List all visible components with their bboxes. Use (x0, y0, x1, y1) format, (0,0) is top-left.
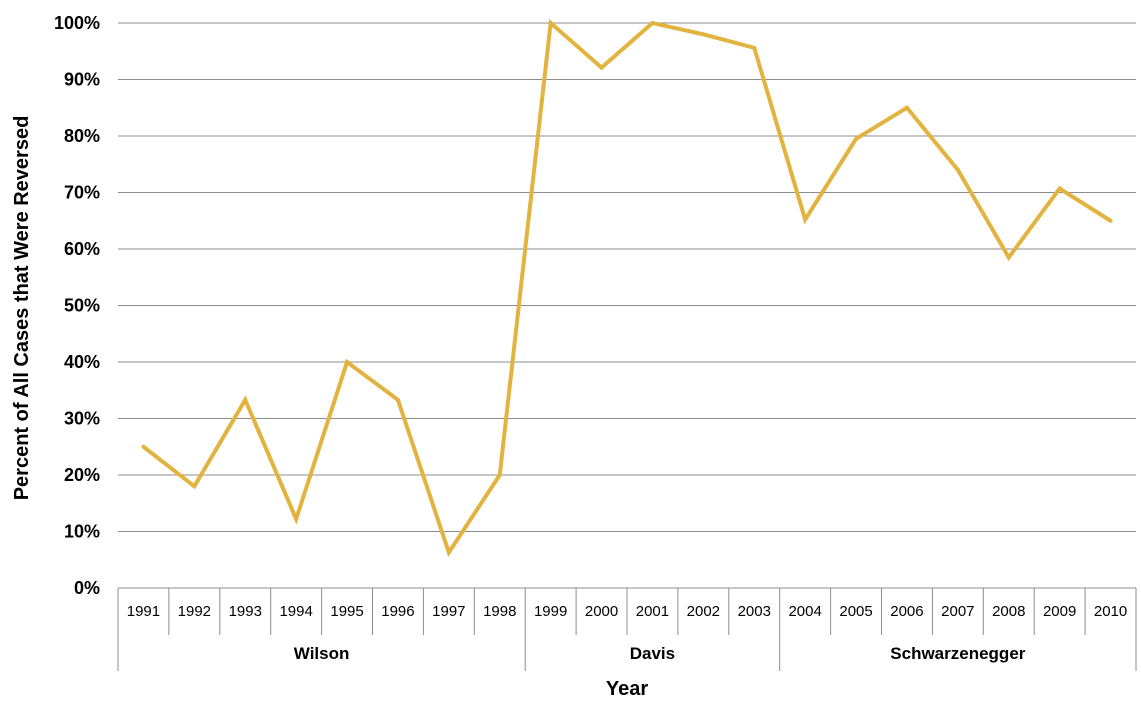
y-tick-label: 60% (64, 239, 100, 259)
data-point (1006, 255, 1011, 260)
x-tick-label: 1995 (330, 603, 363, 620)
data-point (1057, 186, 1062, 191)
x-tick-label: 2000 (585, 603, 618, 620)
x-tick-label: 2001 (636, 603, 669, 620)
x-tick-label: 2010 (1094, 603, 1127, 620)
x-axis-title: Year (606, 678, 648, 700)
data-point (803, 217, 808, 222)
data-point (395, 397, 400, 402)
x-tick-label: 1993 (229, 603, 262, 620)
x-tick-label: 1991 (127, 603, 160, 620)
y-axis-title: Percent of All Cases that Were Reversed (11, 116, 33, 501)
data-point (752, 45, 757, 50)
data-point (904, 105, 909, 110)
x-tick-label: 2003 (738, 603, 771, 620)
x-tick-label: 2009 (1043, 603, 1076, 620)
data-point (701, 32, 706, 37)
data-point (548, 21, 553, 25)
y-tick-label: 40% (64, 352, 100, 372)
data-point (294, 517, 299, 522)
data-point (955, 167, 960, 172)
y-axis-ticks: 0% 10% 20% 30% 40% 50% 60% 70% 80% 90% 100% (54, 13, 100, 598)
x-tick-label: 2006 (890, 603, 923, 620)
x-tick-label: 1996 (381, 603, 414, 620)
x-tick-label: 2005 (839, 603, 872, 620)
x-tick-label: 1998 (483, 603, 516, 620)
group-label: Davis (630, 644, 675, 663)
x-tick-label: 2004 (788, 603, 821, 620)
data-point (192, 484, 197, 489)
data-point (1108, 218, 1113, 223)
y-tick-label: 100% (54, 13, 100, 33)
x-axis: 1991 1992 1993 1994 1995 1996 1997 1998 1999 2000… (117, 587, 1137, 671)
y-tick-label: 30% (64, 409, 100, 429)
gridlines (118, 22, 1136, 532)
y-tick-label: 0% (74, 578, 100, 598)
data-point (345, 360, 350, 364)
x-tick-label: 2008 (992, 603, 1025, 620)
data-point (650, 21, 655, 25)
data-point (599, 65, 604, 70)
x-tick-label: 2002 (687, 603, 720, 620)
y-tick-label: 10% (64, 522, 100, 542)
x-tick-label: 1992 (178, 603, 211, 620)
data-point (854, 136, 859, 141)
data-point (141, 444, 146, 449)
x-tick-label: 1997 (432, 603, 465, 620)
x-tick-label: 1999 (534, 603, 567, 620)
y-tick-label: 70% (64, 183, 100, 203)
y-tick-label: 90% (64, 70, 100, 90)
data-point (497, 473, 502, 477)
data-point (446, 550, 451, 555)
group-label: Wilson (294, 644, 350, 663)
y-tick-label: 20% (64, 465, 100, 485)
y-tick-label: 80% (64, 126, 100, 146)
data-point (243, 397, 248, 402)
series-line (142, 18, 1112, 557)
series-group (141, 18, 1113, 557)
group-label: Schwarzenegger (890, 644, 1025, 663)
x-tick-label: 1994 (279, 603, 312, 620)
y-tick-label: 50% (64, 296, 100, 316)
x-tick-label: 2007 (941, 603, 974, 620)
